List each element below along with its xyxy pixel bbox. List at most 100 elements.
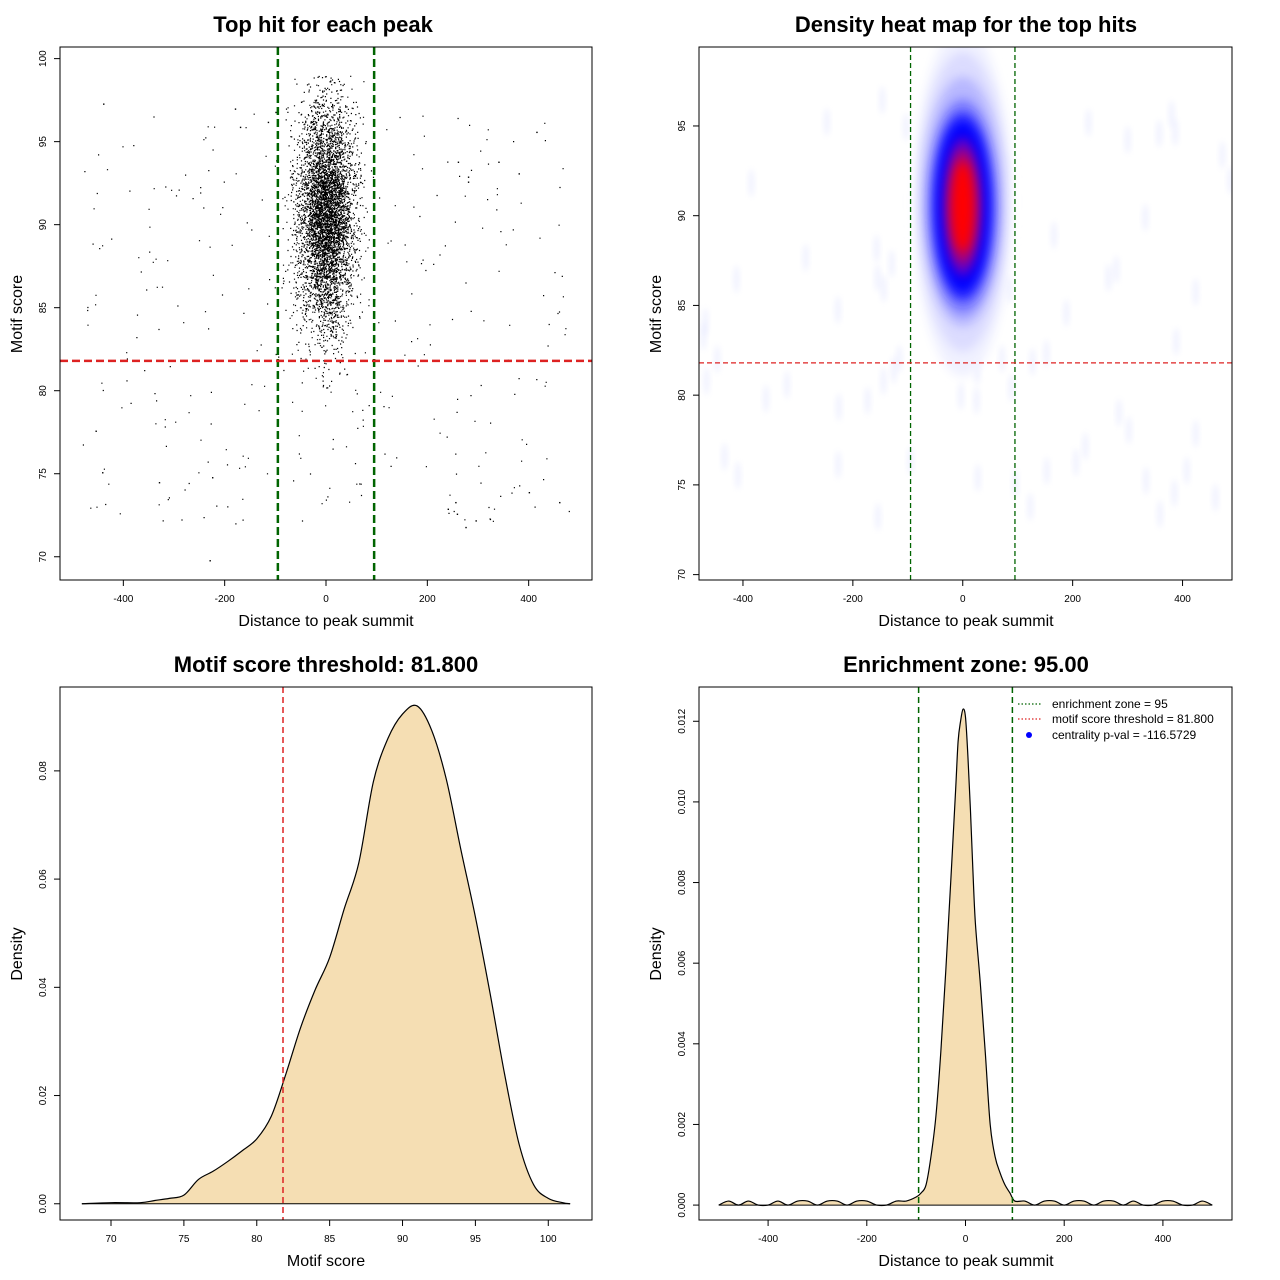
- density-speck: [1171, 479, 1178, 508]
- legend-swatch-centrality: [1026, 732, 1032, 738]
- scatter-point: [212, 477, 214, 479]
- scatter-point: [102, 472, 104, 474]
- density-speck: [1105, 263, 1112, 292]
- scatter-point: [528, 491, 531, 494]
- y-tick-label: 75: [38, 468, 49, 480]
- density-line: [718, 708, 1213, 1207]
- y-tick-label: 90: [38, 219, 49, 231]
- x-tick-label: 200: [1064, 594, 1081, 605]
- y-tick-label: 85: [677, 299, 688, 311]
- density-area: [718, 708, 1213, 1206]
- scatter-point: [209, 560, 211, 562]
- density-speck: [1192, 419, 1199, 448]
- scatter-point: [455, 501, 457, 504]
- y-tick-label: 100: [38, 50, 49, 67]
- y-tick-label: 80: [677, 389, 688, 401]
- heatmap-panel: Density heat map for the top hits -400 -2…: [648, 12, 1233, 630]
- y-tick-label: 0.012: [677, 708, 688, 733]
- y-axis: 70 75 80 85 90 95 100: [38, 50, 60, 562]
- y-axis-label: Motif score: [9, 275, 26, 353]
- scatter-point: [275, 111, 277, 114]
- x-tick-label: 85: [324, 1234, 336, 1245]
- x-axis-label: Distance to peak summit: [878, 613, 1054, 630]
- density-speck: [1142, 203, 1149, 232]
- density-level: [951, 161, 974, 252]
- y-tick-label: 0.06: [38, 869, 49, 889]
- scatter-point: [559, 501, 561, 504]
- density-speck: [1050, 221, 1057, 250]
- scatter-point: [95, 430, 97, 432]
- density-speck: [1172, 118, 1179, 147]
- scatter-point: [158, 482, 161, 484]
- density-speck: [700, 322, 707, 351]
- scatter-point: [234, 108, 237, 110]
- x-axis-label: Distance to peak summit: [878, 1253, 1054, 1270]
- density-speck: [1006, 275, 1013, 304]
- x-axis: -400 -200 0 200 400: [113, 580, 537, 605]
- density-speck: [1113, 255, 1120, 284]
- density-speck: [880, 274, 887, 303]
- x-axis: 70 75 80 85 90 95 100: [105, 1220, 557, 1245]
- reference-lines: [699, 47, 1232, 580]
- y-tick-label: 0.00: [38, 1194, 49, 1214]
- x-tick-label: 80: [251, 1234, 263, 1245]
- y-tick-label: 0.002: [677, 1111, 688, 1136]
- y-tick-label: 70: [677, 569, 688, 581]
- density-speck: [1125, 416, 1132, 445]
- density-speck: [1192, 278, 1199, 307]
- y-tick-label: 0.08: [38, 761, 49, 781]
- density-speck: [748, 169, 755, 198]
- density-speck: [1227, 166, 1232, 195]
- density-speck: [957, 382, 964, 411]
- density-area: [81, 705, 571, 1204]
- density-speck: [907, 446, 914, 475]
- y-tick-label: 80: [38, 385, 49, 397]
- density-speck: [734, 461, 741, 490]
- chart-title: Density heat map for the top hits: [795, 12, 1137, 37]
- x-tick-label: -400: [758, 1234, 778, 1245]
- density-speck: [1043, 339, 1050, 368]
- density-speck: [721, 442, 728, 471]
- x-tick-label: -400: [733, 594, 753, 605]
- density-speck: [1027, 492, 1034, 521]
- density-speck: [1219, 141, 1226, 170]
- enrichment-density-panel: Enrichment zone: 95.00 -400 -200 0 200 400 0…: [648, 652, 1233, 1270]
- density-speck: [879, 86, 886, 115]
- density-speck: [974, 463, 981, 492]
- chart-title: Motif score threshold: 81.800: [174, 652, 478, 677]
- scatter-point-cloud: [82, 75, 570, 525]
- density-speck: [864, 386, 871, 415]
- x-tick-label: 400: [1155, 1234, 1172, 1245]
- x-tick-label: 95: [470, 1234, 482, 1245]
- scatter-point: [518, 173, 520, 175]
- density-speck: [1183, 456, 1190, 485]
- density-speck: [802, 243, 809, 272]
- legend-label: motif score threshold = 81.800: [1052, 712, 1214, 726]
- plot-frame: [59, 686, 593, 1221]
- x-axis-label: Distance to peak summit: [238, 613, 414, 630]
- density-speck: [874, 264, 881, 293]
- scatter-point: [467, 176, 470, 178]
- scatter-point: [467, 181, 470, 183]
- y-tick-label: 0.010: [677, 789, 688, 814]
- y-tick-label: 0.000: [677, 1192, 688, 1217]
- density-speck: [1063, 299, 1070, 328]
- density-speck: [1029, 347, 1036, 376]
- density-speck: [783, 370, 790, 399]
- y-tick-label: 0.008: [677, 870, 688, 895]
- density-speck: [896, 344, 903, 373]
- y-tick-label: 0.02: [38, 1085, 49, 1105]
- x-tick-label: 90: [397, 1234, 409, 1245]
- density-speck: [973, 386, 980, 415]
- x-tick-label: -200: [215, 594, 235, 605]
- x-tick-label: -200: [857, 1234, 877, 1245]
- x-axis: -400 -200 0 200 400: [733, 580, 1191, 605]
- density-speck: [733, 265, 740, 294]
- density-speck: [1124, 125, 1131, 154]
- x-tick-label: 200: [419, 594, 436, 605]
- scatter-point: [457, 161, 460, 163]
- density-speck: [1143, 466, 1150, 495]
- scatter-point: [498, 161, 500, 163]
- reference-lines: [60, 47, 592, 580]
